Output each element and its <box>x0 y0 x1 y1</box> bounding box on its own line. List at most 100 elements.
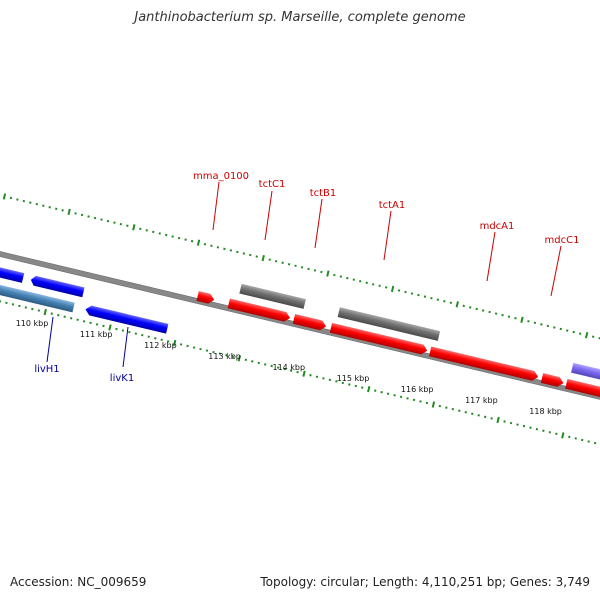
minor-tick <box>566 329 569 332</box>
minor-tick <box>0 300 2 303</box>
minor-tick <box>160 338 163 342</box>
minor-tick <box>121 329 125 332</box>
label-livK1[interactable]: livK1 <box>110 373 134 384</box>
label-tctC1[interactable]: tctC1 <box>259 179 286 190</box>
minor-tick <box>126 224 129 227</box>
gene-arrow-reverse <box>0 262 25 283</box>
ruler-tick-label: 110 kbp <box>16 319 49 328</box>
minor-tick <box>315 375 319 379</box>
minor-tick <box>158 232 161 235</box>
minor-tick <box>93 216 97 220</box>
minor-tick <box>190 239 194 243</box>
minor-tick <box>218 352 222 355</box>
minor-tick <box>481 309 485 312</box>
minor-tick <box>115 327 118 331</box>
minor-tick <box>346 276 349 280</box>
minor-tick <box>384 286 388 289</box>
ruler-tick-label: 116 kbp <box>401 385 434 394</box>
label-mma_0100[interactable]: mma_0100 <box>193 171 249 182</box>
leader-line <box>122 326 129 368</box>
minor-tick <box>320 270 323 274</box>
feature-tctA1 <box>337 307 441 341</box>
major-tick <box>108 324 112 331</box>
minor-tick <box>423 295 427 298</box>
minor-tick <box>359 280 362 283</box>
label-mdcC1[interactable]: mdcC1 <box>545 235 580 246</box>
minor-tick <box>55 207 58 210</box>
ruler-tick-label: 113 kbp <box>208 352 241 361</box>
minor-tick <box>89 321 92 325</box>
minor-tick <box>192 346 196 349</box>
minor-tick <box>203 243 207 246</box>
major-tick <box>196 239 201 246</box>
major-tick <box>390 285 395 293</box>
minor-tick <box>410 292 414 295</box>
minor-tick <box>488 310 491 314</box>
minor-tick <box>380 391 383 394</box>
major-tick <box>237 355 242 362</box>
minor-tick <box>231 355 235 358</box>
minor-tick <box>378 284 381 288</box>
minor-tick <box>365 281 368 284</box>
major-tick <box>455 301 459 308</box>
minor-tick <box>501 313 504 317</box>
minor-tick <box>9 196 13 200</box>
minor-tick <box>451 407 455 411</box>
minor-tick <box>50 312 53 315</box>
minor-tick <box>24 306 28 309</box>
minor-tick <box>341 381 345 385</box>
minor-tick <box>430 296 433 300</box>
label-livH1[interactable]: livH1 <box>34 364 59 375</box>
minor-tick <box>361 386 364 389</box>
minor-tick <box>100 218 103 221</box>
gene-arrow-mdcC1 <box>540 373 564 387</box>
minor-tick <box>313 269 317 272</box>
minor-tick <box>449 301 453 305</box>
minor-tick <box>48 206 51 209</box>
leader-line <box>264 190 273 241</box>
leader-line <box>383 210 392 261</box>
minor-tick <box>335 380 338 383</box>
ruler-tick-label: 118 kbp <box>529 407 562 416</box>
leader-line <box>314 198 323 249</box>
minor-tick <box>322 377 325 380</box>
gene-arrow-reverse <box>30 275 85 298</box>
minor-tick <box>212 350 215 354</box>
minor-tick <box>591 335 595 338</box>
major-tick <box>2 193 7 200</box>
minor-tick <box>300 266 304 269</box>
minor-tick <box>354 384 357 388</box>
minor-tick <box>309 374 312 377</box>
minor-tick <box>223 247 226 251</box>
minor-tick <box>352 278 355 281</box>
minor-tick <box>542 429 545 432</box>
label-tctA1[interactable]: tctA1 <box>379 200 406 211</box>
gene-arrow-tctC1 <box>227 298 291 322</box>
minor-tick <box>205 349 209 352</box>
minor-tick <box>503 420 506 423</box>
minor-tick <box>546 324 550 328</box>
minor-tick <box>257 361 260 365</box>
minor-tick <box>18 304 21 308</box>
label-tctB1[interactable]: tctB1 <box>310 188 337 199</box>
genome-summary-text: Topology: circular; Length: 4,110,251 bp… <box>260 575 590 589</box>
minor-tick <box>559 327 562 331</box>
major-tick <box>261 254 265 262</box>
gene-arrow-mma_0100 <box>196 291 215 304</box>
minor-tick <box>333 273 336 277</box>
minor-tick <box>249 253 252 257</box>
ruler-tick-label: 111 kbp <box>80 330 113 339</box>
minor-tick <box>134 332 138 335</box>
minor-tick <box>268 258 271 261</box>
gene-arrow-mdcA1 <box>428 346 539 381</box>
minor-tick <box>438 404 442 408</box>
minor-tick <box>287 263 291 266</box>
minor-tick <box>141 333 144 337</box>
label-mdcA1[interactable]: mdcA1 <box>480 221 515 232</box>
minor-tick <box>147 335 150 338</box>
minor-tick <box>462 304 465 308</box>
minor-tick <box>145 229 148 232</box>
minor-tick <box>171 235 174 238</box>
minor-tick <box>469 306 472 309</box>
minor-tick <box>514 317 517 320</box>
